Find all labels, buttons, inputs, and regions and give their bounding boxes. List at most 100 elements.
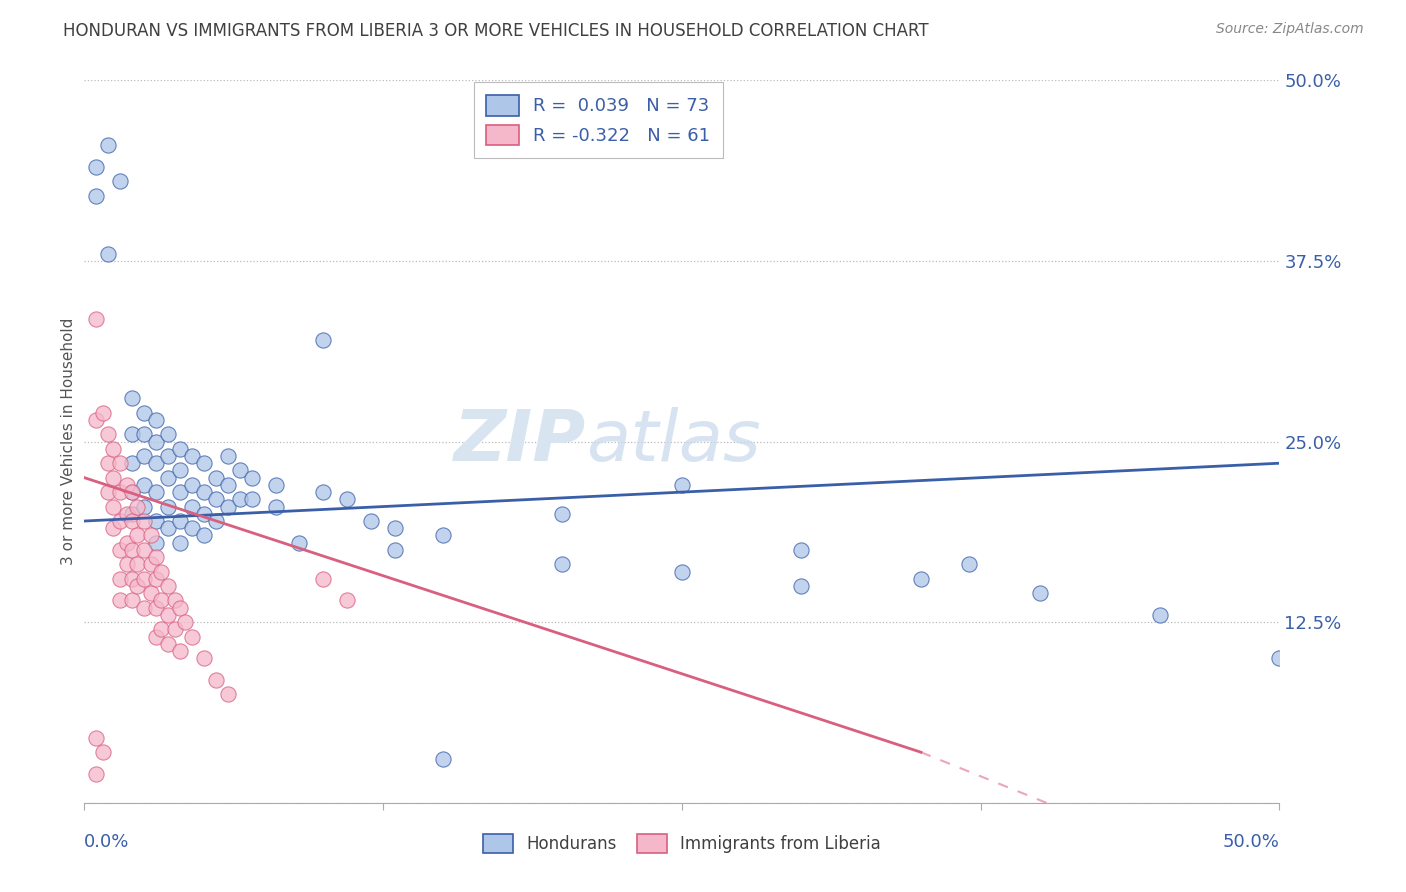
Y-axis label: 3 or more Vehicles in Household: 3 or more Vehicles in Household — [60, 318, 76, 566]
Point — [121, 572, 143, 586]
Point — [145, 630, 167, 644]
Point — [336, 593, 359, 607]
Point — [790, 579, 813, 593]
Point — [169, 463, 191, 477]
Point — [125, 528, 148, 542]
Point — [288, 535, 311, 549]
Point — [360, 514, 382, 528]
Point — [169, 600, 191, 615]
Point — [132, 514, 156, 528]
Point — [121, 427, 143, 442]
Point — [336, 492, 359, 507]
Point — [205, 470, 228, 484]
Point — [217, 449, 239, 463]
Point — [132, 500, 156, 514]
Text: 0.0%: 0.0% — [84, 833, 129, 851]
Point — [910, 572, 932, 586]
Point — [86, 413, 108, 427]
Point — [145, 514, 167, 528]
Point — [312, 334, 335, 348]
Legend: Hondurans, Immigrants from Liberia: Hondurans, Immigrants from Liberia — [477, 827, 887, 860]
Point — [165, 623, 187, 637]
Point — [117, 478, 139, 492]
Point — [86, 189, 108, 203]
Point — [432, 528, 454, 542]
Point — [132, 406, 156, 420]
Point — [157, 500, 180, 514]
Point — [125, 500, 148, 514]
Point — [125, 579, 148, 593]
Point — [110, 542, 132, 557]
Point — [169, 514, 191, 528]
Point — [169, 485, 191, 500]
Point — [193, 651, 215, 665]
Point — [384, 521, 406, 535]
Text: Source: ZipAtlas.com: Source: ZipAtlas.com — [1216, 22, 1364, 37]
Point — [157, 470, 180, 484]
Point — [121, 507, 143, 521]
Point — [264, 500, 287, 514]
Point — [145, 535, 167, 549]
Point — [149, 593, 172, 607]
Point — [217, 500, 239, 514]
Point — [173, 615, 195, 630]
Point — [181, 630, 204, 644]
Point — [101, 442, 124, 456]
Point — [132, 542, 156, 557]
Point — [121, 593, 143, 607]
Point — [157, 637, 180, 651]
Point — [312, 485, 335, 500]
Point — [169, 442, 191, 456]
Point — [384, 542, 406, 557]
Point — [86, 160, 108, 174]
Point — [1268, 651, 1291, 665]
Point — [110, 456, 132, 470]
Point — [86, 311, 108, 326]
Point — [671, 565, 693, 579]
Point — [93, 406, 115, 420]
Point — [1149, 607, 1171, 622]
Point — [121, 456, 143, 470]
Point — [101, 521, 124, 535]
Point — [110, 572, 132, 586]
Point — [1029, 586, 1052, 600]
Point — [97, 485, 120, 500]
Point — [121, 391, 143, 405]
Point — [149, 565, 172, 579]
Point — [551, 558, 574, 572]
Point — [121, 542, 143, 557]
Point — [181, 449, 204, 463]
Point — [205, 514, 228, 528]
Point — [193, 456, 215, 470]
Point — [229, 463, 252, 477]
Text: ZIP: ZIP — [454, 407, 586, 476]
Point — [132, 449, 156, 463]
Point — [110, 593, 132, 607]
Point — [117, 558, 139, 572]
Point — [141, 586, 163, 600]
Point — [205, 673, 228, 687]
Point — [132, 478, 156, 492]
Point — [264, 478, 287, 492]
Point — [101, 470, 124, 484]
Text: atlas: atlas — [586, 407, 761, 476]
Point — [181, 478, 204, 492]
Text: HONDURAN VS IMMIGRANTS FROM LIBERIA 3 OR MORE VEHICLES IN HOUSEHOLD CORRELATION : HONDURAN VS IMMIGRANTS FROM LIBERIA 3 OR… — [63, 22, 929, 40]
Point — [125, 558, 148, 572]
Point — [97, 246, 120, 260]
Point — [117, 535, 139, 549]
Point — [101, 500, 124, 514]
Point — [169, 644, 191, 658]
Point — [169, 535, 191, 549]
Point — [240, 492, 263, 507]
Point — [93, 745, 115, 759]
Point — [132, 600, 156, 615]
Point — [157, 427, 180, 442]
Point — [86, 731, 108, 745]
Point — [193, 528, 215, 542]
Point — [97, 427, 120, 442]
Point — [149, 623, 172, 637]
Point — [97, 456, 120, 470]
Point — [157, 579, 180, 593]
Point — [157, 607, 180, 622]
